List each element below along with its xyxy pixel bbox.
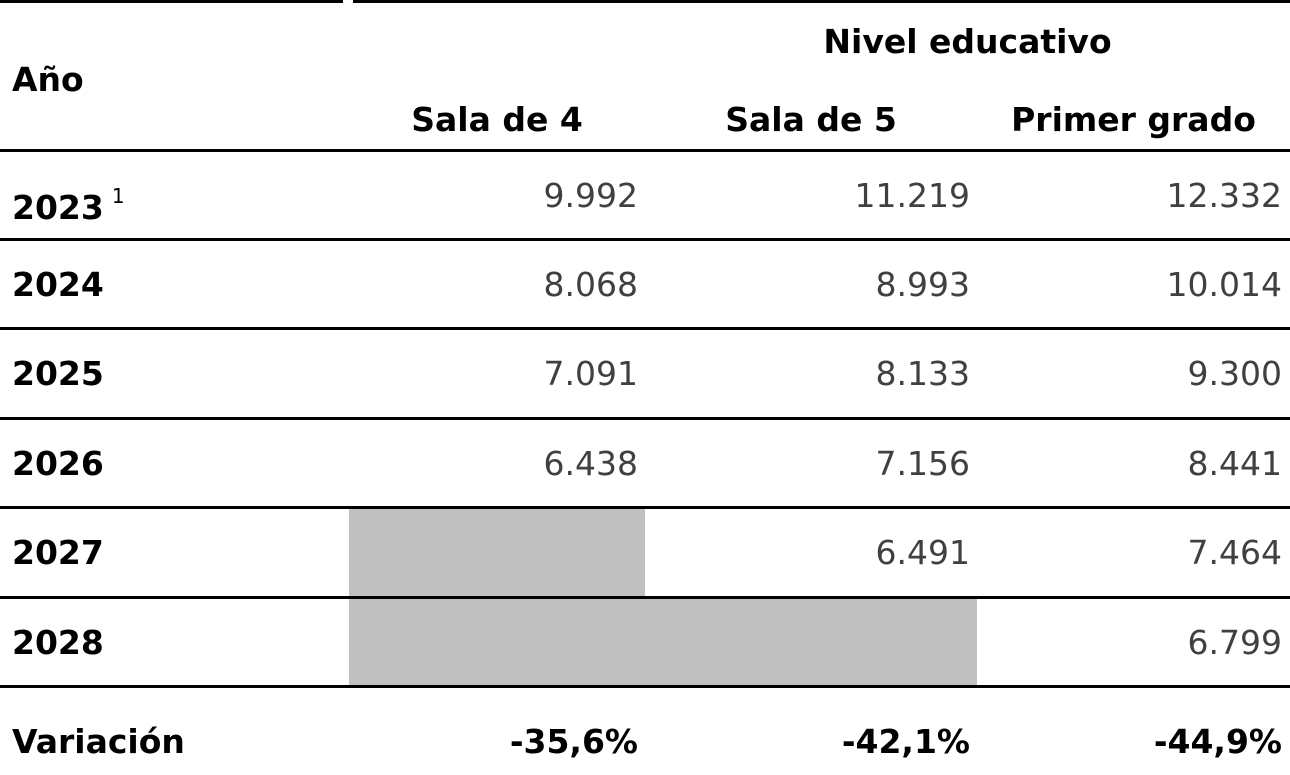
top-rule [353, 0, 1290, 3]
column-header: Sala de 4 [411, 100, 583, 139]
row-label: Variación [12, 722, 185, 761]
empty-cell [349, 599, 645, 685]
cell-value: 10.014 [1166, 264, 1282, 304]
row-label: 2025 [12, 354, 104, 393]
cell-value: 9.992 [543, 175, 638, 215]
row-rule [0, 506, 1290, 509]
cell-value: 8.441 [1187, 443, 1282, 483]
cell-value: 6.799 [1187, 622, 1282, 662]
empty-cell [645, 599, 977, 685]
variation-value: -44,9% [1153, 722, 1282, 761]
footnote: 1 [111, 183, 125, 208]
cell-value: 7.091 [543, 354, 638, 393]
row-label: 2026 [12, 443, 104, 483]
year-header: Año [12, 60, 84, 99]
cell-value: 9.300 [1187, 354, 1282, 393]
cell-value: 8.133 [875, 354, 970, 393]
cell-value: 11.219 [854, 175, 970, 215]
row-rule [0, 327, 1290, 330]
row-rule [0, 149, 1290, 152]
row-rule [0, 685, 1290, 688]
cell-value: 8.068 [543, 264, 638, 304]
column-header: Primer grado [1011, 100, 1256, 139]
group-header: Nivel educativo [823, 22, 1112, 61]
cell-value: 7.156 [875, 443, 970, 483]
cell-value: 12.332 [1166, 175, 1282, 215]
column-header: Sala de 5 [725, 100, 897, 139]
cell-value: 7.464 [1187, 533, 1282, 572]
row-rule [0, 596, 1290, 599]
row-rule [0, 238, 1290, 241]
row-rule [0, 417, 1290, 420]
cell-value: 6.438 [543, 443, 638, 483]
row-label: 2027 [12, 533, 104, 572]
empty-cell [349, 509, 645, 596]
row-label: 2024 [12, 264, 104, 304]
variation-value: -42,1% [841, 722, 970, 761]
top-rule [0, 0, 343, 3]
row-label: 2028 [12, 622, 104, 662]
cell-value: 8.993 [875, 264, 970, 304]
row-label: 2023 1 [12, 183, 125, 227]
variation-value: -35,6% [509, 722, 638, 761]
cell-value: 6.491 [875, 533, 970, 572]
